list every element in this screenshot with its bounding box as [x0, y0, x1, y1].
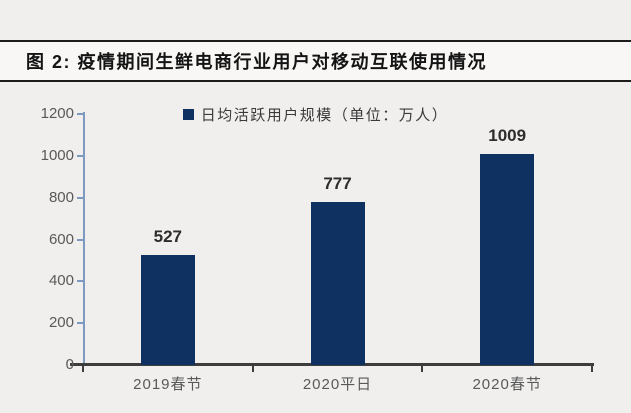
y-tick-label: 0 — [65, 356, 74, 373]
y-tick-mark — [77, 238, 83, 241]
y-tick-label: 400 — [48, 272, 74, 290]
y-tick-label: 800 — [48, 188, 74, 206]
legend-swatch-icon — [182, 108, 194, 120]
figure-title-bar: 图 2: 疫情期间生鲜电商行业用户对移动互联使用情况 — [0, 40, 631, 82]
x-category-label: 2019春节 — [133, 376, 203, 393]
value-label: 777 — [323, 174, 352, 194]
chart-legend: 日均活跃用户规模（单位：万人） — [0, 103, 631, 125]
value-label: 1009 — [488, 125, 527, 145]
x-tick-mark — [251, 366, 254, 372]
x-tick-mark — [591, 366, 593, 372]
x-category-label: 2020平日 — [302, 376, 373, 393]
figure-title: 图 2: 疫情期间生鲜电商行业用户对移动互联使用情况 — [26, 52, 488, 72]
y-tick-label: 600 — [48, 230, 74, 248]
y-tick-label: 1000 — [40, 146, 74, 164]
y-tick-mark — [77, 196, 83, 199]
legend-label: 日均活跃用户规模（单位：万人） — [200, 106, 449, 124]
bar-2019春节 — [140, 254, 195, 365]
y-tick-label: 1200 — [40, 105, 74, 122]
bar-2020平日 — [310, 202, 365, 365]
y-axis — [83, 112, 85, 365]
y-tick-mark — [77, 154, 83, 157]
value-label: 527 — [153, 226, 183, 246]
bar-2020春节 — [480, 153, 535, 365]
y-tick-mark — [77, 113, 83, 115]
x-tick-mark — [421, 366, 424, 372]
y-tick-mark — [77, 280, 83, 283]
y-tick-label: 200 — [48, 314, 74, 332]
x-category-label: 2020春节 — [472, 376, 542, 393]
x-tick-mark — [82, 366, 84, 372]
y-tick-mark — [77, 322, 83, 325]
